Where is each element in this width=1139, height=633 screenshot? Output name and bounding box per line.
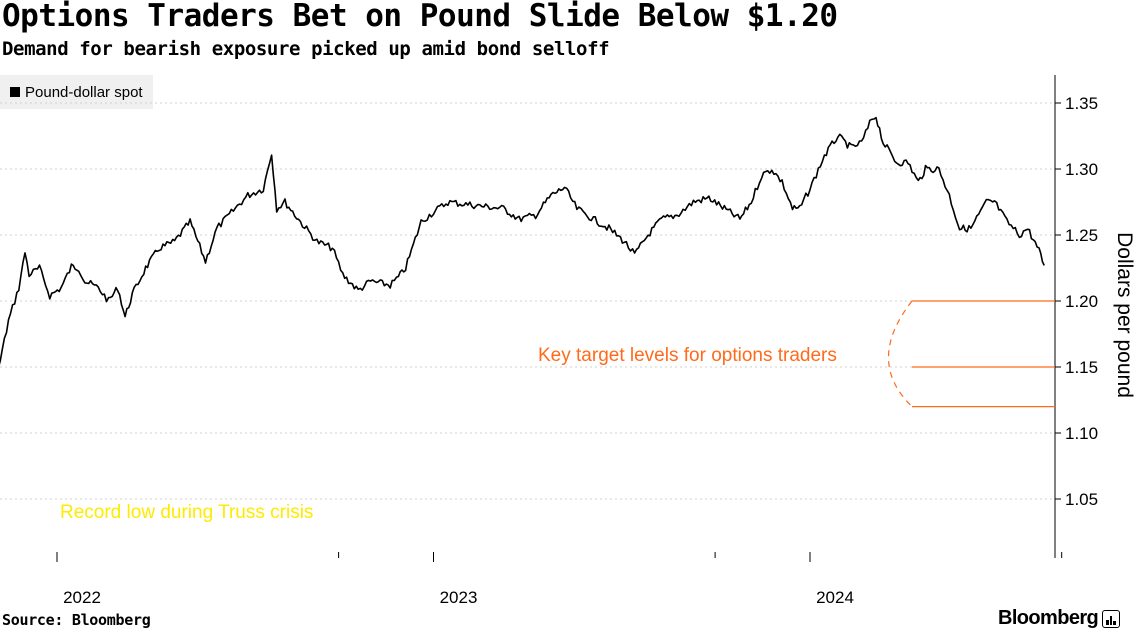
target-levels-annotation: Key target levels for options traders — [538, 345, 837, 366]
y-tick-label: 1.30 — [1065, 160, 1098, 179]
y-axis-label: Dollars per pound — [1113, 232, 1136, 398]
label-layer: Record low during Truss crisis Key target… — [60, 345, 837, 523]
y-tick-label: 1.15 — [1065, 358, 1098, 377]
legend-label: Pound-dollar spot — [25, 83, 143, 101]
x-tick-label: 2024 — [816, 588, 854, 607]
chart-subtitle: Demand for bearish exposure picked up am… — [2, 38, 610, 60]
y-tick-label: 1.05 — [1065, 490, 1098, 509]
brand-logo: Bloomberg — [998, 607, 1121, 630]
series-line — [0, 116, 1045, 365]
x-tick-label: 2023 — [440, 588, 478, 607]
y-tick-label: 1.25 — [1065, 226, 1098, 245]
reference-layer — [887, 300, 1055, 408]
chart-title: Options Traders Bet on Pound Slide Below… — [2, 0, 838, 34]
target-bracket — [887, 300, 913, 408]
axis-layer: 1.05 1.10 1.15 1.20 1.25 1.30 1.35 Dollars per … — [56, 75, 1136, 607]
source-note: Source: Bloomberg — [2, 611, 151, 629]
x-tick-label: 2022 — [63, 588, 101, 607]
brand-text: Bloomberg — [998, 607, 1099, 629]
y-tick-label: 1.20 — [1065, 292, 1098, 311]
record-low-annotation: Record low during Truss crisis — [60, 502, 313, 523]
bar-chart-icon — [1102, 609, 1121, 628]
grid-layer — [0, 102, 1055, 500]
series-layer — [0, 116, 1045, 365]
y-tick-label: 1.35 — [1065, 94, 1098, 113]
y-tick-label: 1.10 — [1065, 424, 1098, 443]
legend-swatch — [10, 87, 20, 97]
